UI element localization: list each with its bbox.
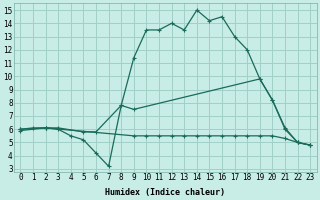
X-axis label: Humidex (Indice chaleur): Humidex (Indice chaleur) xyxy=(105,188,225,197)
